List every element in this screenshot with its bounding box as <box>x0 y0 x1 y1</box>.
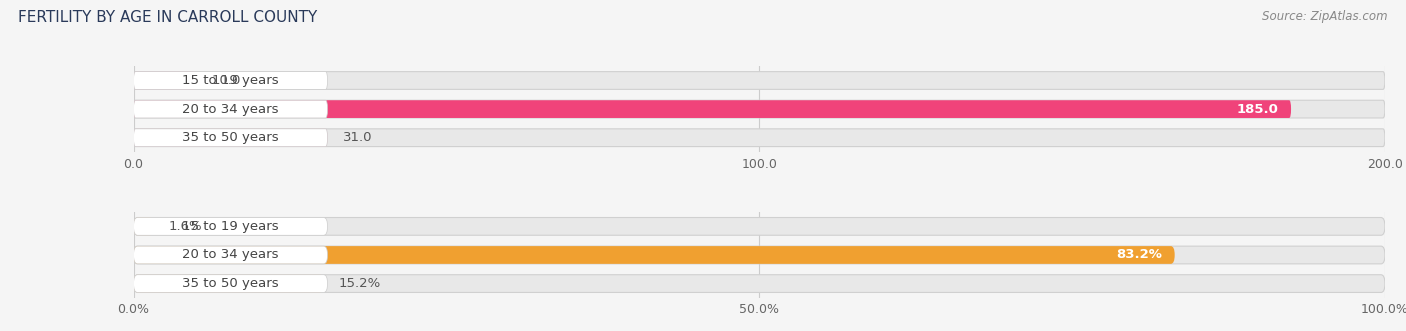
FancyBboxPatch shape <box>134 100 1385 118</box>
FancyBboxPatch shape <box>134 71 197 89</box>
Text: Source: ZipAtlas.com: Source: ZipAtlas.com <box>1263 10 1388 23</box>
FancyBboxPatch shape <box>134 275 1385 293</box>
Text: 15 to 19 years: 15 to 19 years <box>183 74 278 87</box>
FancyBboxPatch shape <box>134 246 1385 264</box>
FancyBboxPatch shape <box>134 71 1385 89</box>
FancyBboxPatch shape <box>134 217 153 235</box>
Text: 15.2%: 15.2% <box>339 277 381 290</box>
FancyBboxPatch shape <box>134 217 328 235</box>
Text: 20 to 34 years: 20 to 34 years <box>183 249 278 261</box>
FancyBboxPatch shape <box>134 129 1385 147</box>
FancyBboxPatch shape <box>134 217 1385 235</box>
Text: 15 to 19 years: 15 to 19 years <box>183 220 278 233</box>
Text: 1.6%: 1.6% <box>169 220 202 233</box>
FancyBboxPatch shape <box>134 71 328 89</box>
FancyBboxPatch shape <box>134 246 1174 264</box>
FancyBboxPatch shape <box>134 129 328 147</box>
Text: 35 to 50 years: 35 to 50 years <box>183 131 278 144</box>
FancyBboxPatch shape <box>134 275 323 293</box>
Text: 31.0: 31.0 <box>343 131 373 144</box>
Text: FERTILITY BY AGE IN CARROLL COUNTY: FERTILITY BY AGE IN CARROLL COUNTY <box>18 10 318 25</box>
FancyBboxPatch shape <box>134 246 328 264</box>
Text: 10.0: 10.0 <box>211 74 240 87</box>
Text: 83.2%: 83.2% <box>1116 249 1163 261</box>
FancyBboxPatch shape <box>134 100 328 118</box>
FancyBboxPatch shape <box>134 275 328 293</box>
Text: 35 to 50 years: 35 to 50 years <box>183 277 278 290</box>
Text: 185.0: 185.0 <box>1237 103 1278 116</box>
Text: 20 to 34 years: 20 to 34 years <box>183 103 278 116</box>
FancyBboxPatch shape <box>134 129 328 147</box>
FancyBboxPatch shape <box>134 100 1291 118</box>
